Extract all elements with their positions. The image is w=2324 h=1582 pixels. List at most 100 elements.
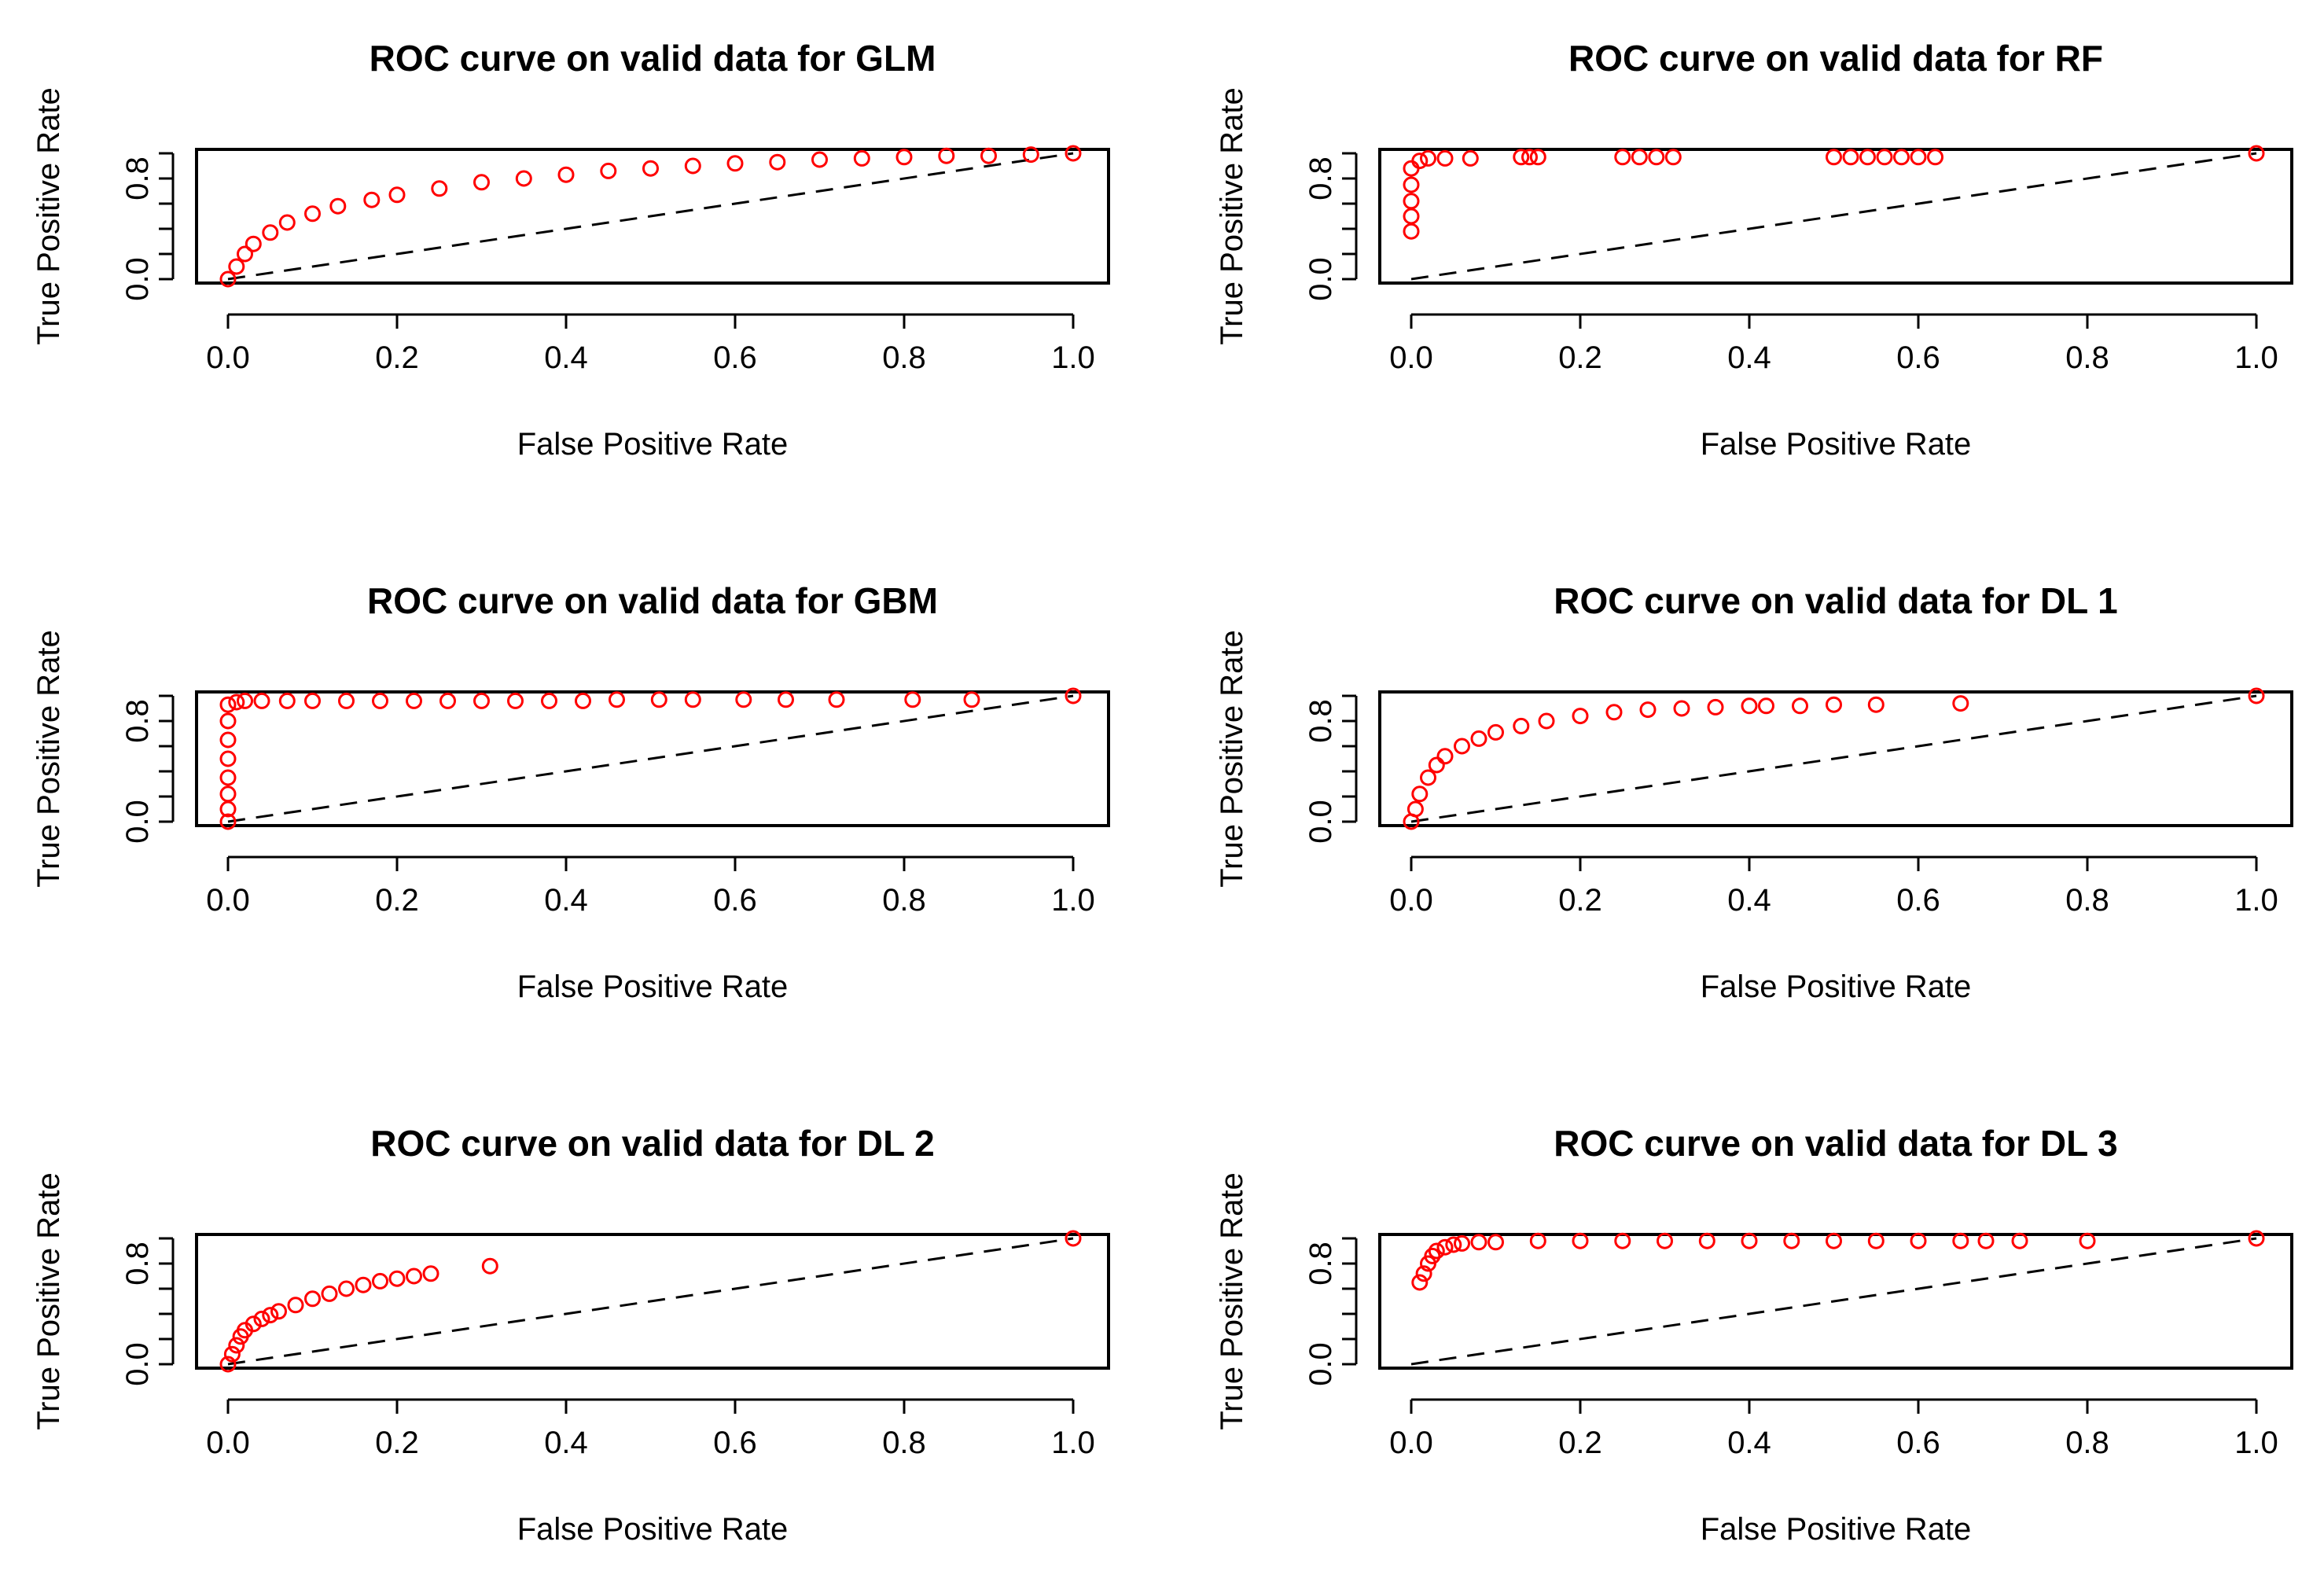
x-axis: 0.0 0.2 0.4 0.6 0.8 1.0 [1389, 855, 2278, 918]
roc-point [1529, 149, 1546, 166]
roc-point [1454, 1234, 1470, 1252]
roc-point [980, 147, 997, 164]
roc-point [406, 692, 422, 709]
roc-point [1664, 149, 1682, 166]
roc-point [557, 166, 575, 183]
ref-line [1410, 694, 2257, 823]
roc-point [422, 1265, 439, 1282]
plot-box [1378, 690, 2293, 827]
roc-point [304, 205, 321, 223]
roc-point [278, 214, 296, 231]
roc-point [541, 692, 557, 709]
x-tick-label: 0.4 [544, 883, 588, 918]
roc-point [1487, 723, 1504, 741]
roc-point [1420, 149, 1436, 167]
roc-point [1910, 1232, 1927, 1249]
roc-point [515, 170, 532, 187]
y-axis-label: True Positive Rate [1215, 630, 1249, 888]
y-tick-label: 0.0 [120, 1342, 155, 1386]
roc-point [287, 1297, 304, 1314]
roc-point [828, 691, 845, 708]
roc-point [1605, 704, 1623, 721]
x-tick-label: 0.4 [544, 1426, 588, 1460]
roc-point [1893, 149, 1910, 166]
x-axis-label: False Positive Rate [517, 969, 789, 1004]
panel-rf: 0.0 0.2 0.4 0.6 0.8 1.0 0.0 0.8 ROC curv… [1215, 38, 2293, 462]
y-axis-label: True Positive Rate [1215, 1172, 1249, 1430]
roc-point [1403, 160, 1420, 177]
roc-point [219, 769, 237, 786]
y-axis: 0.0 0.8 [120, 694, 175, 844]
roc-point [406, 1267, 422, 1285]
x-axis-label: False Positive Rate [517, 427, 789, 462]
roc-point [1614, 149, 1631, 166]
roc-point [439, 692, 456, 709]
panel-glm: 0.0 0.2 0.4 0.6 0.8 1.0 0.0 0.8 ROC curv… [31, 38, 1110, 462]
roc-point [1411, 153, 1429, 170]
roc-point [338, 692, 355, 709]
roc-point [1424, 1247, 1441, 1264]
y-axis-label: True Positive Rate [31, 87, 66, 345]
roc-point [1792, 697, 1808, 715]
roc-point [1411, 785, 1429, 803]
roc-point [2248, 1230, 2265, 1247]
roc-point [1470, 730, 1487, 747]
roc-point [904, 691, 921, 708]
x-tick-label: 0.4 [1727, 883, 1771, 918]
x-tick-label: 0.6 [713, 1426, 757, 1460]
roc-point [1513, 149, 1530, 166]
x-axis: 0.0 0.2 0.4 0.6 0.8 1.0 [206, 855, 1095, 918]
roc-point [1521, 149, 1538, 166]
x-tick-label: 0.8 [882, 340, 926, 375]
points [219, 687, 1082, 830]
roc-point [219, 696, 237, 713]
roc-point [253, 1310, 270, 1327]
roc-point [1707, 698, 1724, 716]
roc-point [245, 1315, 262, 1333]
x-tick-label: 0.6 [713, 340, 757, 375]
roc-point [1698, 1232, 1715, 1249]
points [1403, 145, 2265, 240]
roc-point [219, 1356, 237, 1373]
roc-point [1910, 149, 1927, 166]
roc-point [1513, 717, 1530, 734]
chart-title: ROC curve on valid data for DL 2 [370, 1123, 934, 1164]
x-tick-label: 0.2 [1558, 340, 1602, 375]
roc-point [219, 785, 237, 803]
x-tick-label: 0.4 [544, 340, 588, 375]
y-tick-label: 0.0 [1304, 257, 1338, 301]
x-axis: 0.0 0.2 0.4 0.6 0.8 1.0 [206, 313, 1095, 375]
roc-point [1445, 1236, 1462, 1253]
y-tick-label: 0.0 [1304, 800, 1338, 844]
roc-point [1403, 176, 1420, 193]
roc-point [388, 186, 406, 204]
x-tick-label: 0.8 [2065, 883, 2109, 918]
roc-point [245, 235, 262, 252]
roc-point [1826, 696, 1842, 713]
roc-point [1403, 193, 1420, 210]
x-axis-label: False Positive Rate [1701, 1512, 1972, 1547]
x-tick-label: 0.6 [1896, 1426, 1940, 1460]
roc-point [1952, 695, 1969, 712]
ref-line [1410, 152, 2257, 281]
ref-line [227, 1237, 1074, 1366]
roc-point [1741, 697, 1758, 715]
x-tick-label: 0.6 [1896, 883, 1940, 918]
roc-point [1065, 687, 1082, 705]
chart-title: ROC curve on valid data for RF [1568, 38, 2103, 79]
roc-point [778, 691, 794, 708]
roc-point [1867, 696, 1885, 713]
x-tick-label: 0.6 [713, 883, 757, 918]
x-tick-label: 0.4 [1727, 1426, 1771, 1460]
points [219, 1230, 1082, 1373]
roc-point [853, 149, 870, 167]
panel-dl1: 0.0 0.2 0.4 0.6 0.8 1.0 0.0 0.8 ROC curv… [1215, 580, 2293, 1004]
roc-point [642, 160, 659, 177]
panel-dl2: 0.0 0.2 0.4 0.6 0.8 1.0 0.0 0.8 ROC curv… [31, 1123, 1110, 1547]
x-tick-label: 1.0 [2234, 340, 2278, 375]
x-axis-label: False Positive Rate [1701, 969, 1972, 1004]
x-tick-label: 0.2 [1558, 1426, 1602, 1460]
roc-point [2011, 1232, 2028, 1249]
points [1403, 687, 2265, 830]
roc-point [1420, 769, 1436, 786]
